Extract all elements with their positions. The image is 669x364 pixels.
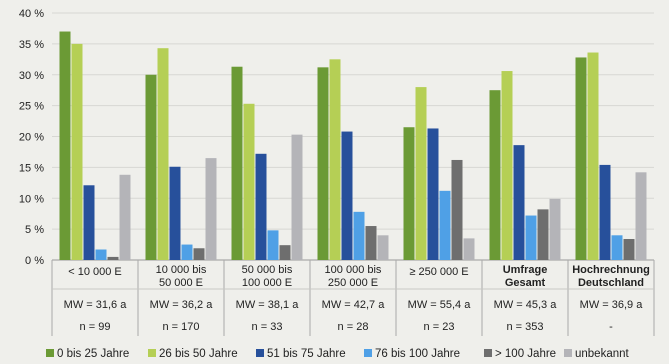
bar [255,153,267,260]
bar [71,43,83,260]
bar [243,103,255,261]
sample-size-label: n = 170 [162,321,199,333]
legend-swatch [46,349,54,357]
mean-value-label: MW = 31,6 a [64,299,128,311]
category-label: 100 000 bis [325,264,382,276]
bar [451,159,463,260]
legend-label: 26 bis 50 Jahre [159,348,238,360]
bar [587,52,599,260]
bar [83,185,95,260]
bar [169,166,181,260]
bars [59,31,647,261]
gridlines [52,12,654,261]
category-label: 250 000 E [328,277,378,289]
bar [575,57,587,261]
sample-size-label: - [609,321,613,333]
legend-label: 76 bis 100 Jahre [375,348,460,360]
bar [463,238,475,260]
legend-swatch [484,349,492,357]
sample-size-label: n = 28 [338,321,369,333]
bar [501,71,513,260]
bar [193,248,205,260]
bar [59,31,71,261]
bar [365,226,377,260]
y-axis: 0 % 5 % 10 % 15 % 20 % 25 % 30 % 35 % 40 % [19,8,44,267]
y-tick-label: 15 % [19,162,44,174]
bar [489,90,501,260]
category-label: Hochrechnung [572,264,650,276]
bar [513,145,525,260]
y-tick-label: 5 % [25,224,44,236]
mean-value-label: MW = 38,1 a [236,299,300,311]
bar [537,209,549,260]
category-label: 50 000 bis [242,264,293,276]
bar [181,244,193,260]
mean-value-label: MW = 36,2 a [150,299,214,311]
bar [525,215,537,260]
y-tick-label: 20 % [19,132,44,144]
bar [231,66,243,260]
bar [403,127,415,260]
category-label: < 10 000 E [68,266,122,278]
bar [157,48,169,261]
bar [119,174,131,260]
bar [623,239,635,260]
mean-value-label: MW = 36,9 a [580,299,644,311]
y-tick-label: 25 % [19,101,44,113]
sample-size-label: n = 23 [424,321,455,333]
legend-swatch [256,349,264,357]
category-label: Umfrage [503,264,548,276]
bar [107,256,119,260]
category-label: ≥ 250 000 E [409,266,468,278]
bar [635,172,647,260]
legend-swatch [364,349,372,357]
bar [439,190,451,260]
bar [549,198,561,260]
legend-label: unbekannt [575,348,630,360]
legend-label: > 100 Jahre [495,348,556,360]
bar [427,128,439,260]
legend-label: 51 bis 75 Jahre [267,348,346,360]
legend-swatch [564,349,572,357]
bar [353,211,365,260]
bar [205,158,217,260]
legend-label: 0 bis 25 Jahre [57,348,129,360]
bar [599,164,611,260]
sample-size-label: n = 353 [506,321,543,333]
sample-size-label: n = 99 [80,321,111,333]
category-label: Deutschland [578,277,644,289]
category-label: 50 000 E [159,277,203,289]
bar [317,67,329,260]
mean-value-label: MW = 42,7 a [322,299,386,311]
bar [611,235,623,260]
sample-size-label: n = 33 [252,321,283,333]
legend-swatch [148,349,156,357]
mean-value-label: MW = 45,3 a [494,299,558,311]
category-label: 100 000 E [242,277,292,289]
bar [279,245,291,260]
bar [291,134,303,260]
bar [415,87,427,260]
bar [267,230,279,260]
bar [95,249,107,260]
category-label: Gesamt [505,277,546,289]
bar [145,74,157,260]
y-tick-label: 0 % [25,255,44,267]
y-tick-label: 30 % [19,70,44,82]
bar [377,235,389,260]
y-tick-label: 10 % [19,193,44,205]
bar [341,131,353,260]
mean-value-label: MW = 55,4 a [408,299,472,311]
y-tick-label: 35 % [19,39,44,51]
y-tick-label: 40 % [19,8,44,20]
category-label: 10 000 bis [156,264,207,276]
legend: 0 bis 25 Jahre 26 bis 50 Jahre 51 bis 75 J… [46,348,630,360]
bar [329,59,341,260]
